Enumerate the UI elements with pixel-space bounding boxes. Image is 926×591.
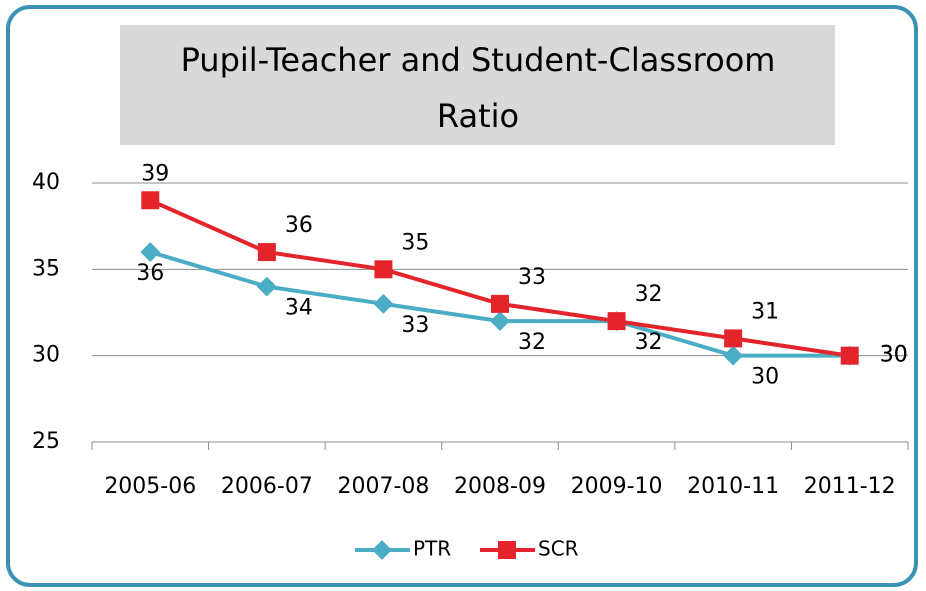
y-tick-label: 40 <box>32 170 60 195</box>
title-box <box>120 25 835 145</box>
data-label: 33 <box>518 265 546 290</box>
chart-title: Pupil-Teacher and Student-Classroom Ratio <box>181 41 776 135</box>
data-label: 33 <box>401 313 429 338</box>
data-point <box>257 243 276 262</box>
data-point <box>373 293 394 314</box>
legend-label: PTR <box>413 537 451 561</box>
data-label: 34 <box>285 296 313 321</box>
data-label: 39 <box>141 161 169 186</box>
data-label: 35 <box>401 230 429 255</box>
legend-marker <box>372 540 392 560</box>
x-tick-label: 2005-06 <box>104 474 196 499</box>
data-point <box>491 294 509 313</box>
data-label: 32 <box>635 282 663 307</box>
x-tick-label: 2009-10 <box>571 474 663 499</box>
data-label: 36 <box>136 261 164 286</box>
data-point <box>141 191 160 210</box>
x-tick-label: 2010-11 <box>687 474 779 499</box>
data-point <box>256 276 277 297</box>
chart-border <box>6 5 918 587</box>
x-tick-label: 2007-08 <box>337 474 429 499</box>
y-tick-label: 30 <box>32 343 60 368</box>
data-label: 30 <box>880 343 908 368</box>
data-point <box>724 329 743 348</box>
x-tick-label: 2008-09 <box>454 474 546 499</box>
legend-label: SCR <box>538 537 579 561</box>
data-point <box>607 312 626 331</box>
x-tick-label: 2011-12 <box>804 474 896 499</box>
y-tick-label: 35 <box>32 256 60 281</box>
y-tick-label: 25 <box>32 429 60 454</box>
data-point <box>723 345 744 366</box>
legend-marker <box>498 541 516 559</box>
data-label: 30 <box>751 365 779 390</box>
data-point <box>374 260 393 279</box>
x-tick-label: 2006-07 <box>221 474 313 499</box>
data-label: 31 <box>751 299 779 324</box>
data-point <box>490 311 510 332</box>
data-label: 30 <box>880 343 908 368</box>
data-label: 36 <box>285 213 313 238</box>
data-label: 32 <box>635 330 663 355</box>
data-point <box>840 346 859 365</box>
data-label: 32 <box>518 330 546 355</box>
